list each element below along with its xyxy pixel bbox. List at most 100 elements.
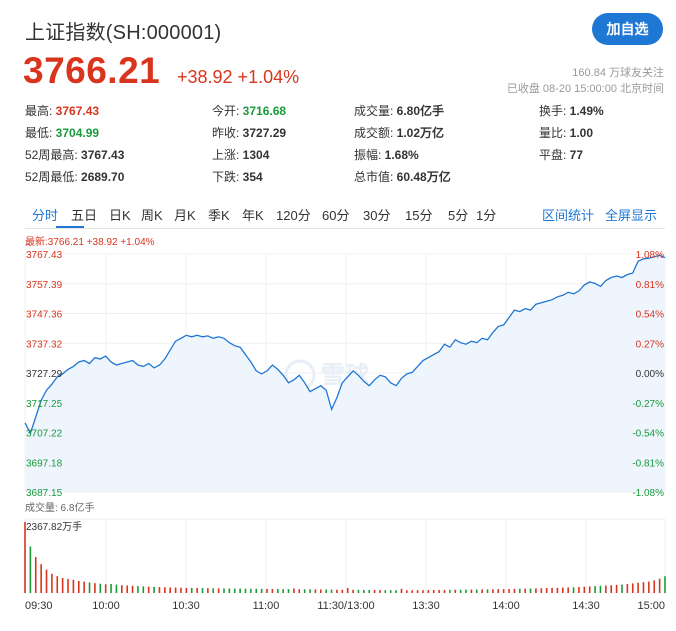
quote-value: 3727.29	[239, 126, 287, 140]
y-tick-label: 3687.15	[26, 488, 63, 499]
volume-bar	[29, 546, 32, 593]
pct-tick-label: 0.54%	[636, 310, 664, 321]
volume-bar	[217, 588, 220, 593]
quote-item: 下跌: 354	[212, 168, 263, 185]
volume-bar	[518, 588, 521, 593]
volume-bar	[562, 587, 564, 593]
tab-11[interactable]: 5分	[448, 208, 469, 223]
page-title: 上证指数(SH:000001)	[25, 22, 222, 44]
volume-bar	[373, 590, 376, 593]
volume-bar	[631, 583, 634, 593]
volume-bar	[583, 586, 586, 593]
volume-bar	[276, 589, 279, 593]
volume-bar	[443, 589, 446, 593]
tab-5[interactable]: 季K	[208, 208, 230, 223]
quote-item: 成交量: 6.80亿手	[354, 102, 444, 119]
volume-bar	[389, 590, 392, 593]
fullscreen-button[interactable]: 全屏显示	[605, 208, 658, 223]
tab-3[interactable]: 周K	[141, 208, 163, 223]
volume-bar	[126, 585, 128, 593]
volume-bar	[239, 588, 241, 593]
tab-9[interactable]: 30分	[363, 208, 391, 223]
x-tick-label: 11:00	[253, 600, 280, 612]
tab-1[interactable]: 五日	[71, 208, 98, 223]
volume-bar	[551, 587, 553, 593]
range-stats-button[interactable]: 区间统计	[542, 208, 595, 223]
volume-bar	[99, 583, 102, 593]
quote-value: 3716.68	[239, 104, 287, 118]
tab-7[interactable]: 120分	[276, 208, 311, 223]
quote-item: 最低: 3704.99	[25, 124, 99, 141]
volume-bar	[427, 590, 430, 593]
volume-bar	[400, 588, 403, 593]
tab-4[interactable]: 月K	[174, 208, 196, 223]
volume-bar	[545, 588, 548, 593]
y-tick-label: 3727.29	[26, 369, 63, 380]
quote-label: 52周最低:	[25, 170, 78, 184]
volume-bar	[508, 589, 510, 593]
volume-bar	[416, 590, 419, 593]
quote-label: 换手:	[539, 104, 567, 118]
y-tick-label: 3707.22	[26, 429, 63, 440]
volume-bar	[51, 573, 53, 593]
pct-tick-label: -0.81%	[632, 458, 664, 469]
quote-value: 354	[239, 170, 263, 184]
volume-bar	[303, 589, 306, 593]
quote-item: 52周最高: 3767.43	[25, 146, 124, 163]
volume-bar	[524, 588, 526, 593]
quote-value: 3767.43	[77, 148, 125, 162]
tab-6[interactable]: 年K	[242, 208, 264, 223]
volume-bar	[158, 587, 161, 593]
tab-10[interactable]: 15分	[405, 208, 433, 223]
quote-label: 振幅:	[354, 148, 382, 162]
volume-bar	[201, 588, 204, 593]
volume-bar	[379, 590, 381, 593]
volume-bar	[346, 587, 349, 593]
volume-bar	[648, 581, 650, 593]
current-price: 3766.21	[23, 50, 161, 91]
quote-item: 总市值: 60.48万亿	[354, 168, 451, 185]
chart-period-tabs: 分时 五日 日K 周K 月K 季K 年K 120分 60分 30分 15分 5分 1分 区间统计 全屏显示	[25, 199, 665, 229]
watermark-logo: 雪球	[321, 362, 370, 389]
quote-label: 成交量:	[354, 104, 394, 118]
quote-value: 1.49%	[566, 104, 604, 118]
tab-12[interactable]: 1分	[476, 208, 497, 223]
volume-bar	[164, 587, 166, 593]
tab-8[interactable]: 60分	[322, 208, 350, 223]
active-tab-indicator	[56, 226, 84, 228]
pct-tick-label: 0.27%	[636, 339, 664, 350]
volume-bar	[497, 589, 500, 593]
volume-bar	[578, 587, 580, 593]
quote-label: 昨收:	[212, 126, 240, 140]
quote-label: 下跌:	[212, 170, 240, 184]
add-watchlist-button[interactable]: 加自选	[592, 13, 663, 45]
volume-bar	[605, 585, 607, 593]
volume-bar	[287, 589, 290, 593]
volume-bar	[319, 589, 322, 593]
volume-bar	[567, 587, 569, 593]
volume-bar	[658, 578, 661, 593]
volume-bar	[67, 578, 69, 593]
followers-count: 160.84 万球友关注	[572, 67, 664, 79]
quote-value: 77	[566, 148, 584, 162]
volume-bar	[110, 584, 112, 593]
volume-bar	[56, 576, 59, 593]
pct-tick-label: -1.08%	[632, 488, 664, 499]
quote-item: 成交额: 1.02万亿	[354, 124, 444, 141]
volume-bar	[115, 584, 118, 593]
tab-2[interactable]: 日K	[109, 208, 131, 223]
volume-bar	[540, 588, 543, 593]
volume-bar	[153, 586, 155, 593]
quote-item: 振幅: 1.68%	[354, 146, 419, 163]
volume-bar	[244, 588, 247, 593]
volume-bar	[142, 586, 145, 593]
volume-bar	[137, 586, 139, 593]
volume-bar	[293, 588, 295, 593]
y-tick-label: 3737.32	[26, 339, 63, 350]
volume-bar	[196, 587, 198, 593]
volume-bar	[384, 590, 387, 593]
volume-bar	[298, 589, 301, 593]
x-tick-label: 09:30	[25, 600, 53, 612]
quote-value: 1.68%	[381, 148, 419, 162]
tab-0[interactable]: 分时	[32, 208, 59, 223]
